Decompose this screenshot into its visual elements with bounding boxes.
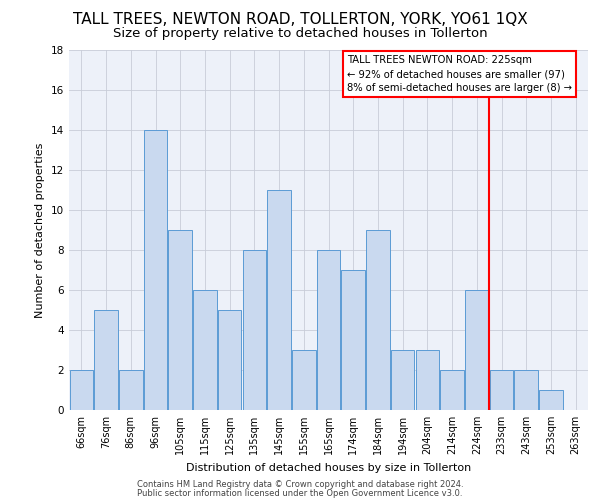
- Bar: [539, 390, 563, 410]
- Bar: [440, 370, 464, 410]
- Bar: [70, 370, 93, 410]
- Bar: [465, 290, 488, 410]
- Bar: [292, 350, 316, 410]
- Bar: [268, 190, 291, 410]
- Text: TALL TREES NEWTON ROAD: 225sqm
← 92% of detached houses are smaller (97)
8% of s: TALL TREES NEWTON ROAD: 225sqm ← 92% of …: [347, 56, 572, 94]
- Bar: [416, 350, 439, 410]
- Bar: [242, 250, 266, 410]
- Bar: [193, 290, 217, 410]
- Bar: [94, 310, 118, 410]
- Bar: [218, 310, 241, 410]
- Y-axis label: Number of detached properties: Number of detached properties: [35, 142, 46, 318]
- Bar: [169, 230, 192, 410]
- Bar: [514, 370, 538, 410]
- Bar: [144, 130, 167, 410]
- Text: Contains HM Land Registry data © Crown copyright and database right 2024.: Contains HM Land Registry data © Crown c…: [137, 480, 463, 489]
- Bar: [391, 350, 415, 410]
- X-axis label: Distribution of detached houses by size in Tollerton: Distribution of detached houses by size …: [186, 462, 471, 472]
- Bar: [490, 370, 513, 410]
- Text: Size of property relative to detached houses in Tollerton: Size of property relative to detached ho…: [113, 28, 487, 40]
- Text: Public sector information licensed under the Open Government Licence v3.0.: Public sector information licensed under…: [137, 488, 463, 498]
- Bar: [341, 270, 365, 410]
- Bar: [317, 250, 340, 410]
- Bar: [366, 230, 389, 410]
- Text: TALL TREES, NEWTON ROAD, TOLLERTON, YORK, YO61 1QX: TALL TREES, NEWTON ROAD, TOLLERTON, YORK…: [73, 12, 527, 28]
- Bar: [119, 370, 143, 410]
